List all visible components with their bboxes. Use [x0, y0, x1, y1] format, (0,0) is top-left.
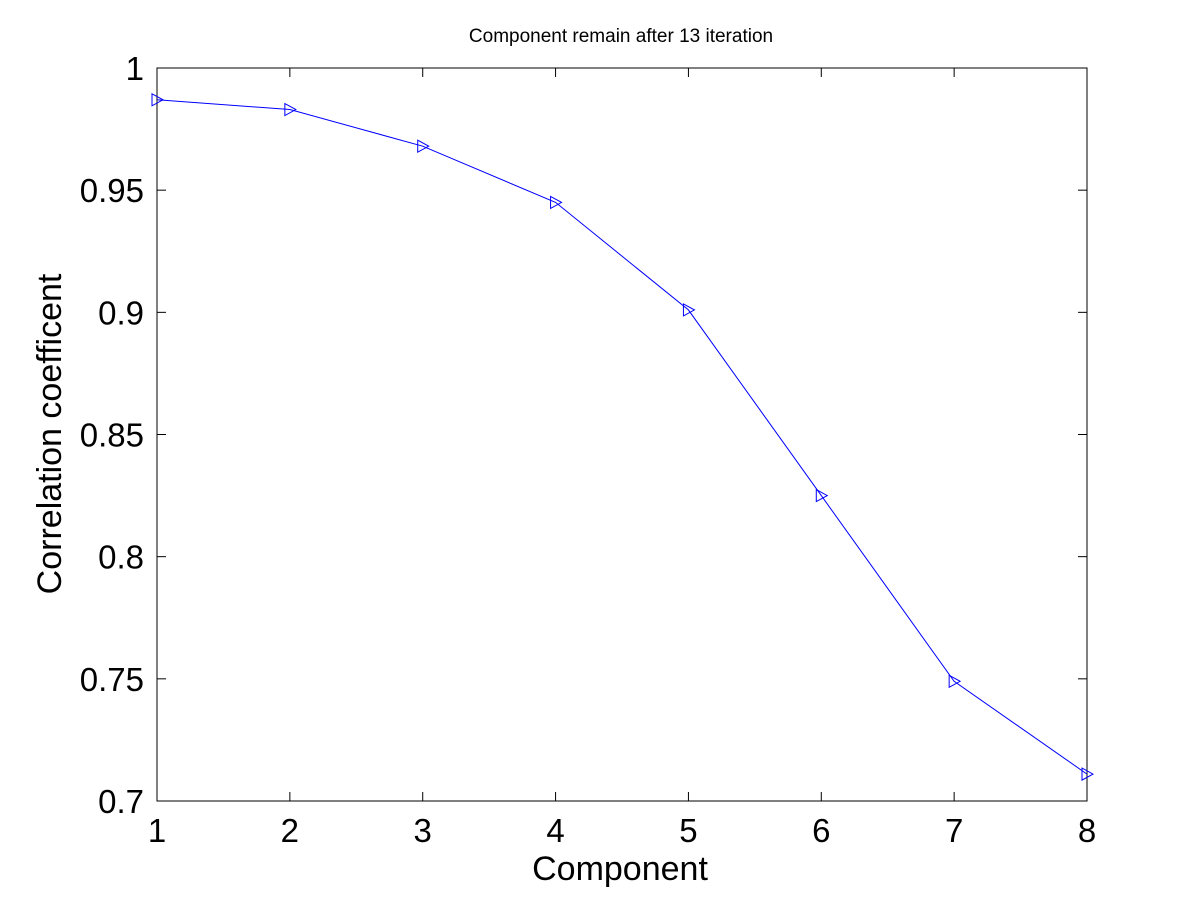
y-axis-label: Correlation coefficent: [31, 273, 69, 594]
data-point-marker: [151, 92, 165, 107]
plot-area: [151, 67, 1095, 802]
series-line: [156, 99, 1088, 775]
y-tick-label: 0.8: [98, 539, 144, 576]
y-tick-label: 0.95: [80, 172, 144, 209]
x-tick-labels: 1 2 3 4 5 6 7 8: [148, 812, 1096, 849]
data-point-marker: [682, 303, 696, 317]
data-point-marker: [948, 674, 962, 689]
x-tick-label: 7: [945, 812, 963, 849]
data-point-marker: [284, 102, 297, 117]
x-tick-label: 3: [414, 812, 432, 849]
y-tick-label: 0.9: [98, 294, 144, 331]
y-tick-label: 1: [126, 50, 144, 87]
data-point-marker: [1081, 767, 1095, 781]
data-point-marker: [417, 139, 430, 154]
x-tick-label: 4: [546, 812, 564, 849]
y-tick-label: 0.7: [98, 783, 144, 820]
y-tick-label: 0.75: [80, 661, 144, 698]
y-tick-label: 0.85: [80, 417, 144, 454]
series-layer: [151, 92, 1095, 781]
data-point-marker: [550, 195, 563, 210]
x-axis-label: Component: [532, 850, 708, 888]
axes-box: [156, 67, 1088, 802]
data-point-marker: [815, 488, 829, 503]
y-ticks: [157, 67, 1087, 802]
x-ticks: [156, 68, 1088, 801]
x-tick-label: 8: [1078, 812, 1096, 849]
x-tick-label: 1: [148, 812, 166, 849]
x-tick-label: 6: [812, 812, 830, 849]
chart-title: Component remain after 13 iteration: [469, 26, 773, 47]
x-tick-label: 5: [679, 812, 697, 849]
y-tick-labels: 0.7 0.75 0.8 0.85 0.9 0.95 1: [80, 50, 144, 820]
x-tick-label: 2: [281, 812, 299, 849]
